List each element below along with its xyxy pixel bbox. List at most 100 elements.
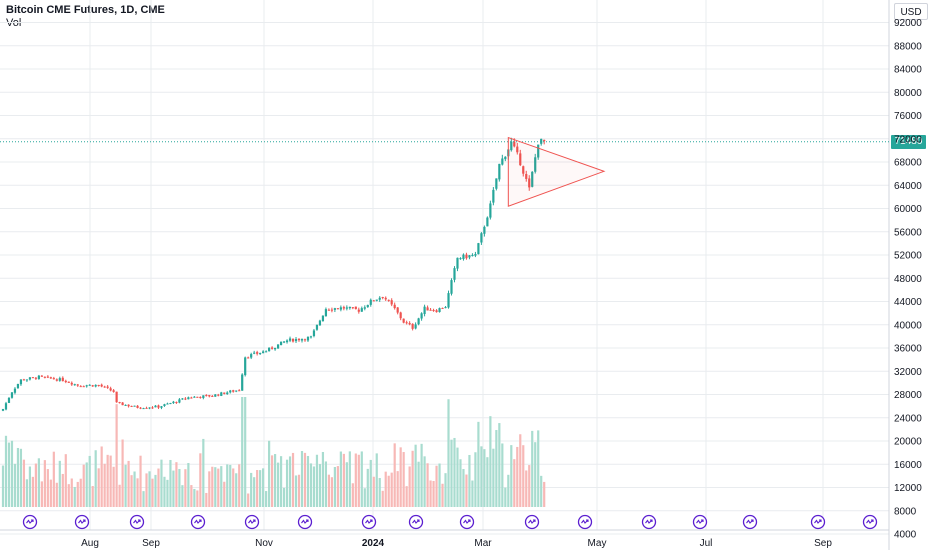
- candle-body[interactable]: [429, 309, 432, 311]
- candle-body[interactable]: [178, 399, 181, 403]
- candle-body[interactable]: [85, 385, 88, 387]
- event-marker-icon[interactable]: [361, 514, 377, 530]
- candle-body[interactable]: [238, 390, 241, 392]
- candle-body[interactable]: [447, 293, 450, 308]
- candle-body[interactable]: [190, 397, 193, 399]
- candle-body[interactable]: [256, 352, 259, 354]
- candle-body[interactable]: [217, 394, 220, 396]
- candle-body[interactable]: [223, 392, 226, 394]
- candle-body[interactable]: [441, 307, 444, 309]
- candle-body[interactable]: [438, 308, 441, 313]
- candle-body[interactable]: [369, 299, 372, 305]
- candle-body[interactable]: [543, 139, 546, 142]
- candle-body[interactable]: [7, 397, 11, 403]
- candle-body[interactable]: [169, 403, 172, 405]
- candle-body[interactable]: [381, 297, 384, 299]
- candle-body[interactable]: [387, 299, 390, 301]
- candle-body[interactable]: [342, 307, 345, 309]
- candle-body[interactable]: [52, 378, 55, 380]
- candle-body[interactable]: [468, 255, 471, 258]
- candle-body[interactable]: [232, 390, 235, 392]
- candle-body[interactable]: [414, 324, 417, 329]
- candle-body[interactable]: [519, 153, 522, 166]
- candle-body[interactable]: [531, 171, 534, 187]
- candle-body[interactable]: [498, 163, 501, 180]
- candle-body[interactable]: [271, 347, 274, 349]
- candle-body[interactable]: [282, 341, 286, 343]
- candle-body[interactable]: [324, 309, 328, 317]
- candle-body[interactable]: [378, 297, 381, 300]
- candle-body[interactable]: [196, 396, 199, 398]
- candle-body[interactable]: [402, 318, 405, 323]
- candle-body[interactable]: [486, 217, 489, 227]
- event-marker-icon[interactable]: [22, 514, 38, 530]
- candle-body[interactable]: [444, 307, 447, 309]
- candle-body[interactable]: [516, 146, 519, 153]
- candle-body[interactable]: [76, 384, 79, 386]
- candle-body[interactable]: [351, 307, 354, 309]
- event-marker-icon[interactable]: [742, 514, 758, 530]
- event-marker-icon[interactable]: [297, 514, 313, 530]
- candle-body[interactable]: [492, 189, 495, 203]
- candle-body[interactable]: [262, 351, 265, 354]
- triangle-pattern-drawing[interactable]: [507, 136, 606, 207]
- candle-body[interactable]: [357, 309, 360, 312]
- candle-body[interactable]: [133, 405, 136, 407]
- candle-body[interactable]: [366, 304, 369, 308]
- candle-body[interactable]: [172, 401, 175, 404]
- candle-body[interactable]: [426, 307, 429, 311]
- event-marker-icon[interactable]: [74, 514, 90, 530]
- candle-body[interactable]: [94, 384, 97, 387]
- candle-body[interactable]: [55, 379, 58, 381]
- candle-body[interactable]: [510, 141, 513, 151]
- candle-body[interactable]: [103, 386, 106, 388]
- candle-body[interactable]: [25, 379, 29, 381]
- event-marker-icon[interactable]: [129, 514, 145, 530]
- candle-body[interactable]: [166, 403, 169, 405]
- candle-body[interactable]: [265, 351, 268, 353]
- candle-body[interactable]: [220, 392, 223, 396]
- candle-body[interactable]: [31, 377, 34, 379]
- candle-body[interactable]: [121, 402, 124, 406]
- candle-body[interactable]: [276, 344, 280, 349]
- candle-body[interactable]: [477, 243, 480, 255]
- candle-body[interactable]: [495, 178, 498, 189]
- candle-body[interactable]: [193, 396, 196, 398]
- candle-body[interactable]: [333, 308, 336, 310]
- candle-body[interactable]: [145, 407, 148, 409]
- candle-body[interactable]: [309, 336, 313, 338]
- candle-body[interactable]: [513, 141, 516, 147]
- candle-body[interactable]: [106, 386, 109, 388]
- candle-body[interactable]: [43, 376, 46, 378]
- event-marker-icon[interactable]: [862, 514, 878, 530]
- candle-body[interactable]: [489, 203, 492, 218]
- candle-body[interactable]: [462, 254, 465, 260]
- candle-body[interactable]: [396, 307, 399, 313]
- candle-body[interactable]: [288, 338, 292, 341]
- candle-body[interactable]: [327, 309, 331, 311]
- candle-body[interactable]: [303, 339, 307, 341]
- candle-body[interactable]: [268, 347, 271, 352]
- candle-body[interactable]: [112, 390, 115, 392]
- candle-body[interactable]: [118, 402, 121, 404]
- candle-body[interactable]: [456, 257, 459, 269]
- candle-body[interactable]: [34, 377, 37, 379]
- event-marker-icon[interactable]: [190, 514, 206, 530]
- candle-body[interactable]: [528, 178, 531, 188]
- candle-body[interactable]: [211, 395, 214, 397]
- candle-body[interactable]: [390, 300, 393, 305]
- candle-body[interactable]: [46, 376, 49, 378]
- candle-body[interactable]: [336, 308, 339, 310]
- candle-body[interactable]: [61, 377, 64, 382]
- candle-body[interactable]: [73, 384, 76, 386]
- candle-body[interactable]: [540, 138, 543, 144]
- candle-body[interactable]: [408, 322, 411, 325]
- candle-body[interactable]: [163, 404, 166, 407]
- candle-body[interactable]: [453, 268, 456, 280]
- candle-body[interactable]: [504, 156, 507, 160]
- candle-body[interactable]: [151, 407, 154, 409]
- candle-body[interactable]: [175, 402, 178, 404]
- candle-body[interactable]: [127, 404, 130, 407]
- candle-body[interactable]: [199, 396, 202, 398]
- candle-body[interactable]: [480, 233, 483, 243]
